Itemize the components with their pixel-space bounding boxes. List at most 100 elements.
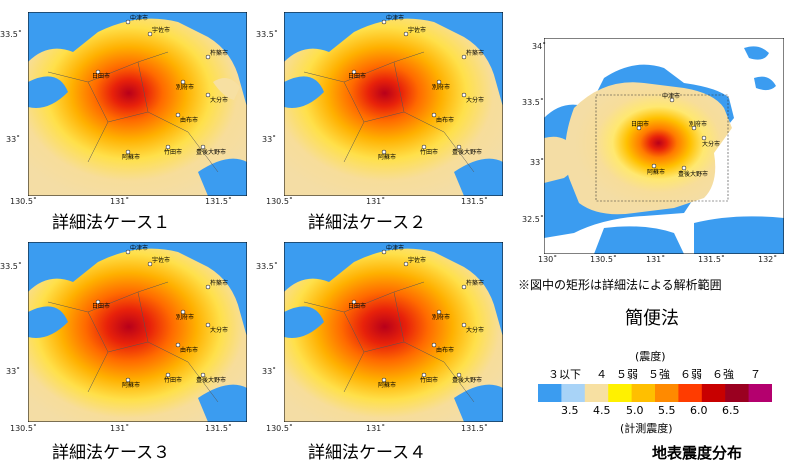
city-label: 豊後大野市 bbox=[196, 148, 226, 156]
y-tick-label: 33.5˚ bbox=[0, 262, 22, 271]
y-tick-label: 33˚ bbox=[262, 367, 277, 376]
x-tick-label: 131˚ bbox=[646, 255, 666, 264]
city-label: 大分市 bbox=[210, 326, 228, 334]
map-panel-simple: 中津市 日田市 別府市 大分市 阿蘇市 豊後大野市 bbox=[544, 38, 784, 254]
y-tick-label: 33.5˚ bbox=[256, 262, 278, 271]
city-label: 大分市 bbox=[210, 96, 228, 104]
city-label: 杵築市 bbox=[210, 279, 228, 287]
intensity-map-case-3: 中津市 宇佐市 杵築市 日田市 別府市 大分市 由布市 竹田市 豊後大野市 阿蘇… bbox=[28, 242, 247, 422]
legend-color-swatch bbox=[701, 384, 726, 402]
x-tick-label: 130.5˚ bbox=[10, 197, 37, 206]
legend-color-swatch bbox=[748, 384, 772, 402]
city-label: 別府市 bbox=[432, 83, 450, 91]
city-label: 宇佐市 bbox=[152, 256, 170, 264]
city-label: 中津市 bbox=[130, 14, 148, 22]
x-tick-label: 132˚ bbox=[758, 255, 778, 264]
y-tick-label: 33˚ bbox=[6, 135, 21, 144]
x-tick-label: 131˚ bbox=[110, 424, 130, 433]
city-label: 竹田市 bbox=[420, 376, 438, 384]
intensity-map-case-4: 中津市 宇佐市 杵築市 日田市 別府市 大分市 由布市 竹田市 豊後大野市 阿蘇… bbox=[284, 242, 503, 422]
y-tick-label: 32.5˚ bbox=[522, 215, 544, 224]
x-tick-label: 130˚ bbox=[538, 255, 558, 264]
legend-class-label: ５強 bbox=[648, 368, 670, 381]
legend-value-label: 3.5 bbox=[561, 404, 579, 417]
legend-class-label: ４ bbox=[596, 368, 607, 381]
city-label: 杵築市 bbox=[466, 279, 484, 287]
city-label: 宇佐市 bbox=[408, 26, 426, 34]
legend-color-swatch bbox=[631, 384, 656, 402]
city-label: 阿蘇市 bbox=[647, 168, 665, 176]
city-label: 阿蘇市 bbox=[122, 381, 140, 389]
legend-color-swatch bbox=[561, 384, 586, 402]
city-label: 日田市 bbox=[92, 302, 110, 310]
city-label: 由布市 bbox=[436, 116, 454, 124]
y-tick-label: 33.5˚ bbox=[256, 30, 278, 39]
x-tick-label: 131˚ bbox=[110, 197, 130, 206]
legend-value-label: 6.5 bbox=[722, 404, 740, 417]
legend-color-bar bbox=[538, 384, 772, 402]
panel-caption-case-4: 詳細法ケース４ bbox=[308, 443, 427, 463]
city-label: 別府市 bbox=[689, 120, 707, 128]
city-label: 豊後大野市 bbox=[196, 376, 226, 384]
city-label: 竹田市 bbox=[164, 376, 182, 384]
simple-method-caption: 簡便法 bbox=[625, 308, 679, 329]
city-label: 杵築市 bbox=[466, 49, 484, 57]
x-tick-label: 131˚ bbox=[366, 424, 386, 433]
map-panel-case-4: 中津市 宇佐市 杵築市 日田市 別府市 大分市 由布市 竹田市 豊後大野市 阿蘇… bbox=[284, 242, 503, 422]
city-label: 竹田市 bbox=[164, 148, 182, 156]
city-label: 由布市 bbox=[436, 346, 454, 354]
city-label: 豊後大野市 bbox=[452, 376, 482, 384]
legend-class-label: ３以下 bbox=[548, 368, 581, 381]
city-label: 日田市 bbox=[631, 120, 649, 128]
x-tick-label: 131˚ bbox=[366, 197, 386, 206]
city-label: 別府市 bbox=[176, 313, 194, 321]
city-label: 中津市 bbox=[386, 14, 404, 22]
legend-color-swatch bbox=[538, 384, 562, 402]
city-label: 大分市 bbox=[466, 96, 484, 104]
legend-class-label: ５弱 bbox=[616, 368, 638, 381]
y-tick-label: 33˚ bbox=[262, 135, 277, 144]
panel-caption-case-1: 詳細法ケース１ bbox=[52, 213, 171, 233]
x-tick-label: 131.5˚ bbox=[461, 197, 488, 206]
legend-color-swatch bbox=[655, 384, 679, 402]
legend-color-swatch bbox=[725, 384, 750, 402]
y-tick-label: 33˚ bbox=[530, 158, 545, 167]
city-label: 別府市 bbox=[176, 83, 194, 91]
y-tick-label: 34˚ bbox=[532, 42, 547, 51]
y-tick-label: 33˚ bbox=[6, 367, 21, 376]
legend-value-label: 6.0 bbox=[690, 404, 708, 417]
city-label: 宇佐市 bbox=[152, 26, 170, 34]
city-label: 日田市 bbox=[348, 72, 366, 80]
analysis-range-note: ※図中の矩形は詳細法による解析範囲 bbox=[518, 278, 722, 292]
legend-color-swatch bbox=[678, 384, 703, 402]
city-label: 豊後大野市 bbox=[452, 148, 482, 156]
city-label: 竹田市 bbox=[420, 148, 438, 156]
x-tick-label: 131.5˚ bbox=[205, 424, 232, 433]
y-tick-label: 33.5˚ bbox=[0, 30, 22, 39]
legend-class-label: ６弱 bbox=[680, 368, 702, 381]
city-label: 中津市 bbox=[386, 244, 404, 252]
x-tick-label: 131.5˚ bbox=[461, 424, 488, 433]
map-panel-case-1: 中津市 宇佐市 杵築市 日田市 別府市 大分市 由布市 竹田市 豊後大野市 阿蘇… bbox=[28, 12, 247, 196]
legend-color-swatch bbox=[584, 384, 609, 402]
city-label: 由布市 bbox=[180, 346, 198, 354]
city-label: 大分市 bbox=[466, 326, 484, 334]
x-tick-label: 131.5˚ bbox=[698, 255, 725, 264]
x-tick-label: 130.5˚ bbox=[10, 424, 37, 433]
legend-class-label: ７ bbox=[750, 368, 761, 381]
city-label: 大分市 bbox=[702, 140, 720, 148]
city-label: 豊後大野市 bbox=[678, 170, 708, 178]
city-label: 宇佐市 bbox=[408, 256, 426, 264]
legend-title-measured: (計測震度) bbox=[620, 422, 673, 435]
city-label: 阿蘇市 bbox=[378, 153, 396, 161]
panel-caption-case-2: 詳細法ケース２ bbox=[308, 213, 427, 233]
city-label: 日田市 bbox=[92, 72, 110, 80]
city-label: 日田市 bbox=[348, 302, 366, 310]
x-tick-label: 131.5˚ bbox=[205, 197, 232, 206]
intensity-map-case-1: 中津市 宇佐市 杵築市 日田市 別府市 大分市 由布市 竹田市 豊後大野市 阿蘇… bbox=[28, 12, 247, 196]
map-panel-case-3: 中津市 宇佐市 杵築市 日田市 別府市 大分市 由布市 竹田市 豊後大野市 阿蘇… bbox=[28, 242, 247, 422]
city-label: 杵築市 bbox=[210, 49, 228, 57]
intensity-map-simple: 中津市 日田市 別府市 大分市 阿蘇市 豊後大野市 bbox=[544, 38, 784, 254]
city-label: 阿蘇市 bbox=[378, 381, 396, 389]
intensity-map-case-2: 中津市 宇佐市 杵築市 日田市 別府市 大分市 由布市 竹田市 豊後大野市 阿蘇… bbox=[284, 12, 503, 196]
